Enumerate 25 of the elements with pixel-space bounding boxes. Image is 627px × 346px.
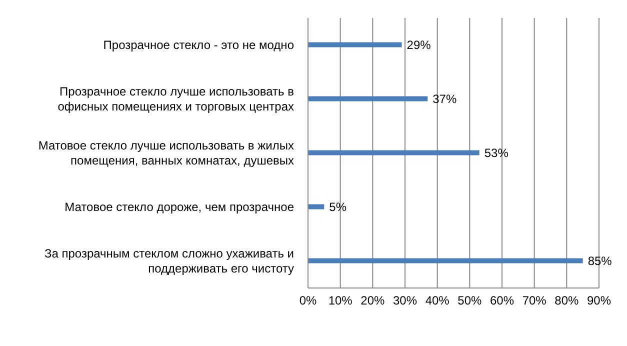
x-tick-label: 70% <box>522 294 547 308</box>
x-tick-label: 30% <box>392 294 418 308</box>
data-label: 53% <box>484 146 509 160</box>
y-tick-label: Матовое стекло дороже, чем прозрачное <box>64 200 294 214</box>
bar <box>308 204 324 210</box>
x-tick-label: 20% <box>360 294 385 308</box>
x-tick-label: 60% <box>490 294 514 308</box>
y-tick-label: Прозрачное стекло лучше использовать в офисных помещениях и торговых центрах <box>58 84 294 114</box>
x-tick-label: 10% <box>328 294 353 308</box>
bar <box>308 42 402 48</box>
data-label: 5% <box>329 200 347 214</box>
y-tick-label: За прозрачным стеклом сложно ухаживать и поддерживать его чистоту <box>44 246 294 276</box>
bar <box>308 258 583 264</box>
bar <box>308 150 480 156</box>
data-label: 29% <box>406 38 432 52</box>
data-label: 85% <box>588 254 612 268</box>
x-tick-label: 40% <box>425 294 450 308</box>
bar <box>308 96 428 102</box>
x-tick-label: 90% <box>586 294 612 308</box>
data-label: 37% <box>432 92 457 106</box>
x-tick-label: 80% <box>554 294 579 308</box>
x-tick-label: 50% <box>458 294 482 308</box>
y-tick-label: Прозрачное стекло - это не модно <box>103 38 294 52</box>
y-tick-label: Матовое стекло лучше использовать в жилых помещения, ванных комнатах, душевых <box>38 138 294 168</box>
x-tick-label: 0% <box>299 294 317 308</box>
